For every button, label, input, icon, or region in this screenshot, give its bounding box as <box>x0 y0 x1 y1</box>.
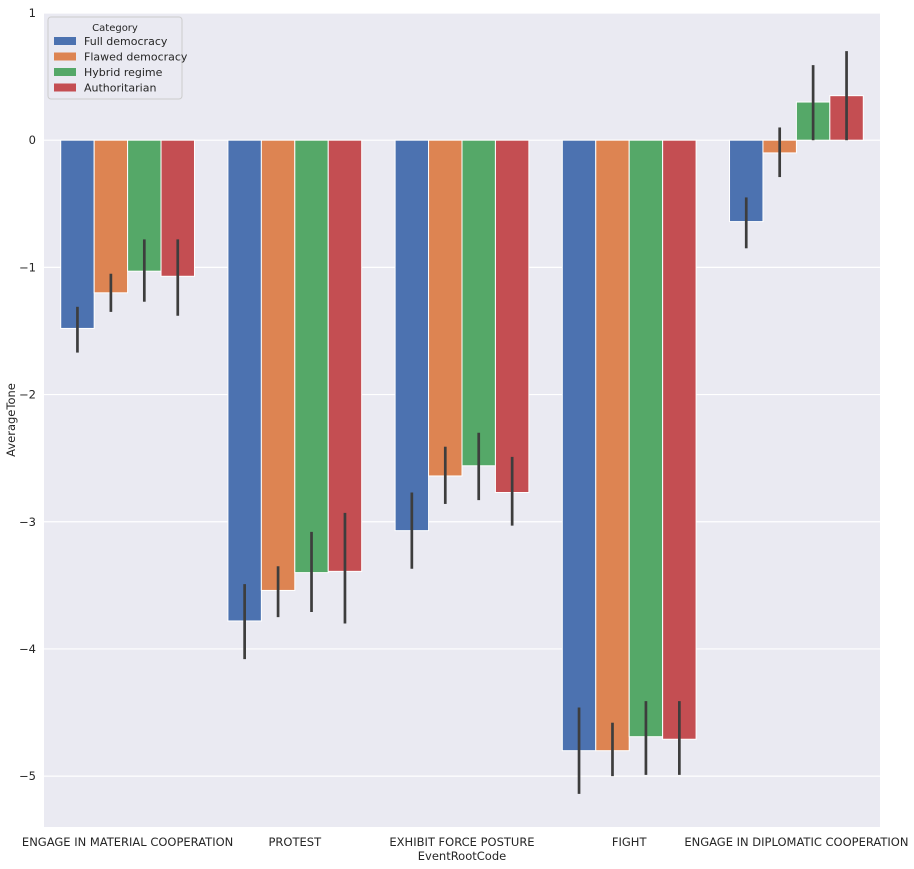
legend-swatch <box>54 37 76 45</box>
y-tick-label: −2 <box>19 388 36 402</box>
legend-label: Hybrid regime <box>84 66 163 79</box>
bar <box>227 139 262 622</box>
x-axis-label: EventRootCode <box>418 849 506 863</box>
y-tick-label: −5 <box>19 769 36 783</box>
legend-swatch <box>54 68 76 76</box>
bar <box>595 139 630 752</box>
bar <box>327 139 363 572</box>
legend-label: Full democracy <box>84 35 168 48</box>
legend-swatch <box>54 52 76 61</box>
y-tick-label: 1 <box>29 6 36 20</box>
bar <box>294 139 329 574</box>
legend-items: Full democracy Flawed democracy Hybrid reg… <box>54 35 188 95</box>
legend-swatch <box>54 83 76 92</box>
bars <box>60 95 864 752</box>
y-axis-label: AverageTone <box>4 383 18 457</box>
bar <box>428 139 463 477</box>
bar <box>260 139 296 591</box>
x-tick-label: ENGAGE IN DIPLOMATIC COOPERATION <box>684 835 908 849</box>
x-tick-label: FIGHT <box>612 835 648 849</box>
y-tick-label: 0 <box>29 133 36 147</box>
y-tick-label: −1 <box>19 260 36 274</box>
x-tick-label: PROTEST <box>269 835 323 849</box>
bar <box>461 139 496 467</box>
bar <box>60 139 95 329</box>
bar <box>494 139 530 493</box>
bar <box>394 139 430 532</box>
legend-title: Category <box>92 23 138 34</box>
bar <box>561 139 597 752</box>
legend-box <box>47 16 183 100</box>
y-tick-labels: −5 −4 −3 −2 −1 0 1 <box>19 6 36 783</box>
error-bars <box>76 51 848 794</box>
x-tick-labels: ENGAGE IN MATERIAL COOPERATION PROTEST EXH… <box>22 835 909 849</box>
legend: Category Full democracy Flawed democracy H… <box>47 16 188 100</box>
x-tick-label: EXHIBIT FORCE POSTURE <box>389 835 534 849</box>
bar <box>662 139 697 740</box>
x-tick-label: ENGAGE IN MATERIAL COOPERATION <box>22 835 233 849</box>
bar <box>93 139 129 294</box>
bar <box>628 139 664 738</box>
legend-label: Flawed democracy <box>84 51 188 64</box>
y-tick-label: −3 <box>19 515 36 529</box>
legend-label: Authoritarian <box>84 82 156 95</box>
y-tick-label: −4 <box>19 642 36 656</box>
